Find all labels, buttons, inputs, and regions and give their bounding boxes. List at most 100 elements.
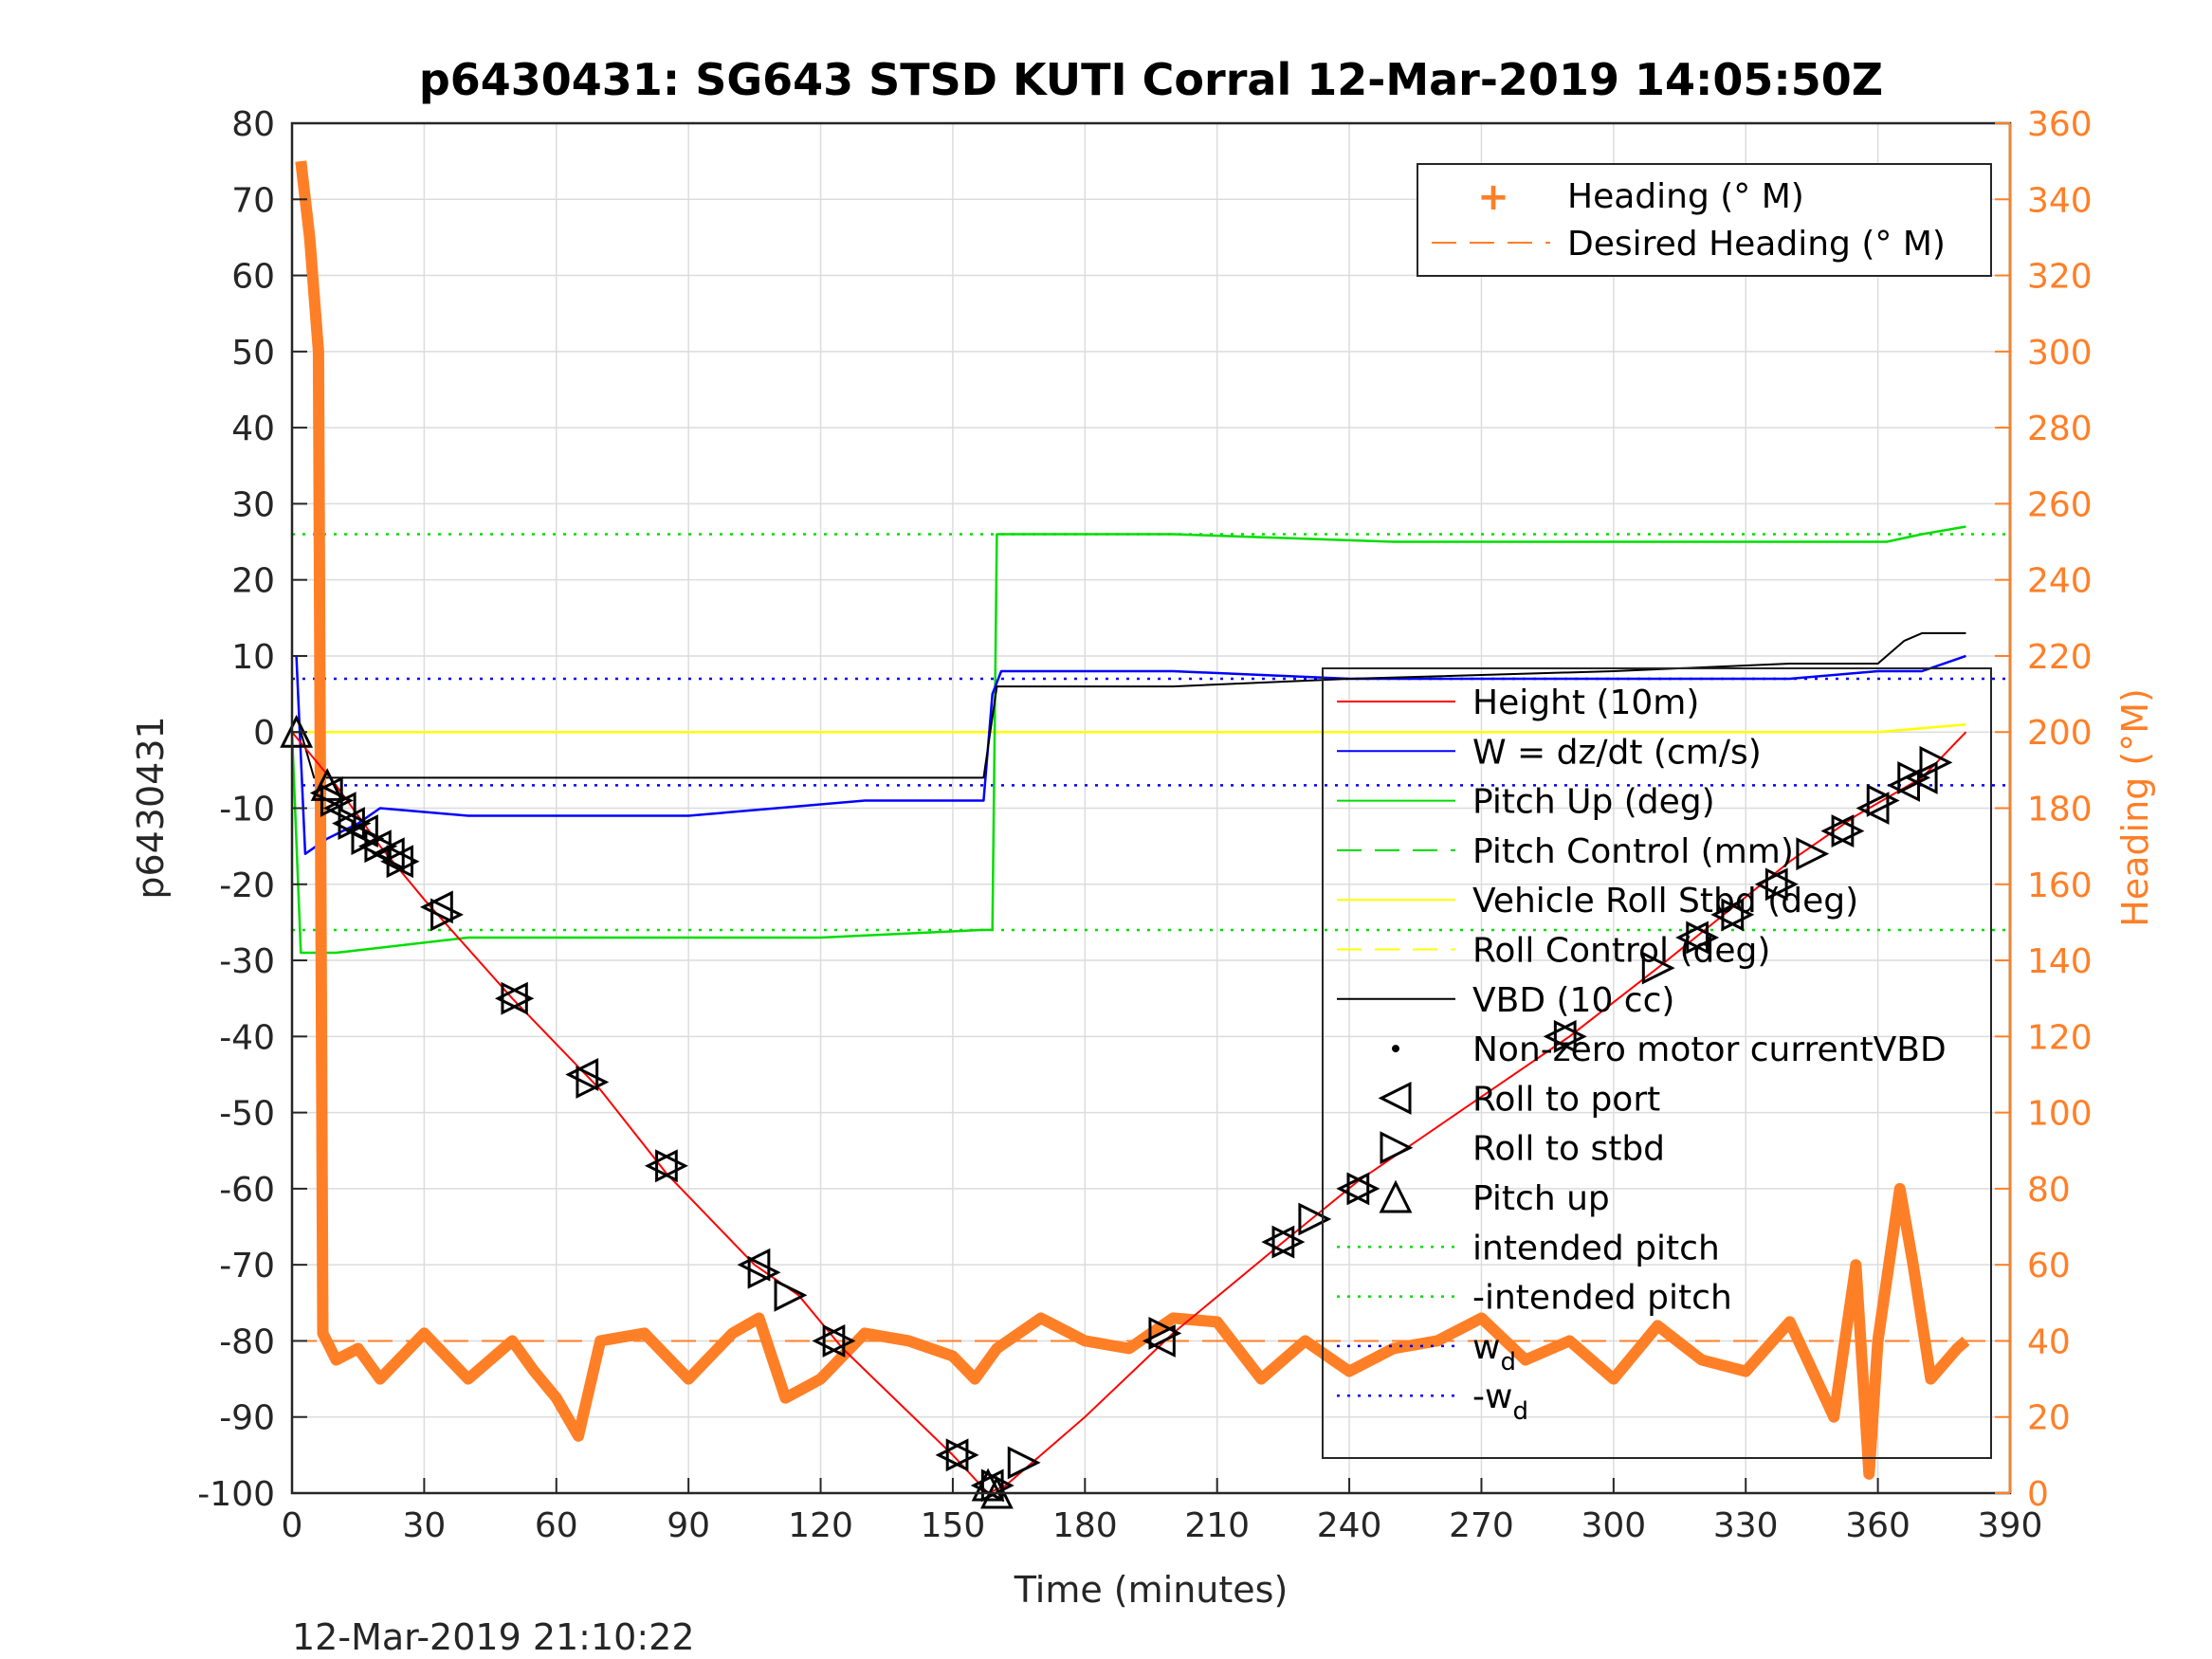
roll-to-port-marker [419, 890, 453, 924]
marker-layer [280, 714, 1953, 1509]
y2-tick-label: 160 [2027, 866, 2093, 905]
roll-to-stbd-marker [1721, 898, 1755, 932]
roll-to-stbd-marker [1897, 760, 1931, 794]
x-tick-label: 90 [667, 1506, 710, 1545]
roll-to-stbd-marker [1831, 814, 1865, 848]
x-axis: 0 30 60 90 120 150 180 210 240 270 300 330 360 390 [282, 1478, 2043, 1545]
y-tick-label: 10 [231, 638, 275, 677]
x-tick-label: 150 [921, 1506, 986, 1545]
legend-entry-label: Vehicle Roll Stbd (deg) [1472, 882, 1858, 921]
roll-to-port-marker [1336, 1172, 1370, 1206]
roll-to-port-marker [644, 1149, 678, 1183]
roll-to-stbd-marker [1271, 1225, 1306, 1259]
roll-to-stbd-marker [364, 830, 398, 864]
roll-to-stbd-marker [1764, 867, 1799, 902]
legend-right-axis: + Heading (° M) Desired Heading (° M) [1417, 163, 1992, 277]
y-tick-label: 80 [231, 105, 275, 144]
roll-series [292, 722, 1966, 734]
legend-entry-label: Pitch Control (mm) [1472, 832, 1794, 871]
x-tick-label: 390 [1978, 1506, 2043, 1545]
roll-to-port-marker [1675, 921, 1709, 955]
y-axis-left: -100-90-80-70-60-50-40-30-20-10010203040… [197, 105, 307, 1514]
y2-tick-label: 280 [2027, 410, 2093, 448]
roll-to-port-marker [494, 981, 528, 1015]
roll-to-stbd-marker [1919, 745, 1953, 779]
y2-tick-label: 120 [2027, 1018, 2093, 1057]
y2-tick-label: 180 [2027, 791, 2093, 830]
pitch-up-marker [971, 1468, 1005, 1502]
roll-to-stbd-marker [1641, 951, 1675, 985]
y2-tick-label: 140 [2027, 942, 2093, 981]
roll-to-port-marker [1887, 768, 1920, 802]
x-tick-label: 180 [1052, 1506, 1118, 1545]
y2-axis-label: Heading (°M) [2114, 688, 2156, 927]
y2-tick-label: 240 [2027, 562, 2093, 601]
x-tick-label: 60 [535, 1506, 578, 1545]
roll-to-stbd-marker [822, 1324, 856, 1358]
y2-tick-label: 320 [2027, 258, 2093, 297]
y-tick-label: -60 [219, 1171, 275, 1210]
roll-to-port-marker [1142, 1324, 1176, 1358]
legend-entry-label: intended pitch [1472, 1229, 1720, 1267]
y2-tick-label: 300 [2027, 334, 2093, 373]
y-tick-label: -20 [219, 866, 275, 905]
x-tick-label: 210 [1184, 1506, 1250, 1545]
roll-to-stbd-marker [774, 1278, 808, 1312]
y2-tick-label: 200 [2027, 714, 2093, 753]
y2-tick-label: 260 [2027, 485, 2093, 524]
legend-triangle-sample [1380, 1131, 1414, 1165]
x-tick-label: 240 [1317, 1506, 1382, 1545]
legend-triangle-sample [1379, 1179, 1413, 1213]
x-tick-label: 30 [402, 1506, 446, 1545]
y2-tick-label: 60 [2027, 1247, 2071, 1285]
roll-to-port-marker [812, 1324, 846, 1358]
roll-to-stbd-marker [1866, 784, 1900, 817]
y-tick-label: 40 [231, 410, 275, 448]
y-tick-label: -80 [219, 1322, 275, 1361]
y-tick-label: 60 [231, 258, 275, 297]
y-tick-label: -70 [219, 1247, 275, 1285]
x-tick-label: 360 [1845, 1506, 1910, 1545]
legend-left-box [1322, 667, 1992, 1459]
roll-to-port-marker [1710, 898, 1745, 932]
legend-left-axis: Height (10m) W = dz/dt (cm/s) Pitch Up (de… [1322, 667, 1992, 1459]
legend-triangle-sample [1378, 1081, 1412, 1115]
pitch-up-marker [310, 768, 344, 801]
heading-legend-marker: + [1477, 175, 1509, 219]
roll-to-stbd-marker [1796, 837, 1830, 871]
heading-legend-label: Heading (° M) [1567, 177, 1804, 216]
roll-to-stbd-marker [501, 981, 535, 1015]
heading-series [295, 160, 1970, 1480]
roll-to-stbd-marker [1007, 1446, 1041, 1480]
roll-to-stbd-marker [1686, 921, 1720, 955]
vbd-series [292, 631, 1966, 779]
w-series [295, 654, 1966, 855]
roll-to-stbd-marker [747, 1255, 781, 1289]
y2-tick-label: 0 [2027, 1475, 2049, 1514]
y-tick-label: -100 [197, 1475, 275, 1514]
footer-timestamp: 12-Mar-2019 21:10:22 [292, 1616, 695, 1658]
roll-to-port-marker [1754, 867, 1788, 902]
roll-to-stbd-marker [430, 898, 464, 932]
legend-entry-label: Roll Control (deg) [1472, 932, 1770, 971]
x-tick-label: 0 [282, 1506, 303, 1545]
x-tick-label: 330 [1713, 1506, 1779, 1545]
y-tick-label: 30 [231, 485, 275, 524]
series-layer [290, 160, 1970, 1494]
roll-to-stbd-marker [386, 845, 420, 879]
roll-to-port-marker [344, 814, 378, 848]
y-tick-label: -30 [219, 942, 275, 981]
legend-entry-label: W = dz/dt (cm/s) [1472, 733, 1762, 772]
y-tick-label: 70 [231, 181, 275, 220]
legend-entry-label: Roll to stbd [1472, 1130, 1665, 1169]
desired-heading-legend-label: Desired Heading (° M) [1567, 225, 1946, 264]
x-tick-label: 270 [1449, 1506, 1514, 1545]
y-tick-label: -10 [219, 791, 275, 830]
y2-tick-label: 80 [2027, 1171, 2071, 1210]
legend-right-box [1417, 163, 1992, 277]
x-tick-label: 300 [1581, 1506, 1646, 1545]
roll-to-stbd-marker [576, 1066, 610, 1099]
y-tick-label: -40 [219, 1018, 275, 1057]
y2-tick-label: 40 [2027, 1322, 2071, 1361]
